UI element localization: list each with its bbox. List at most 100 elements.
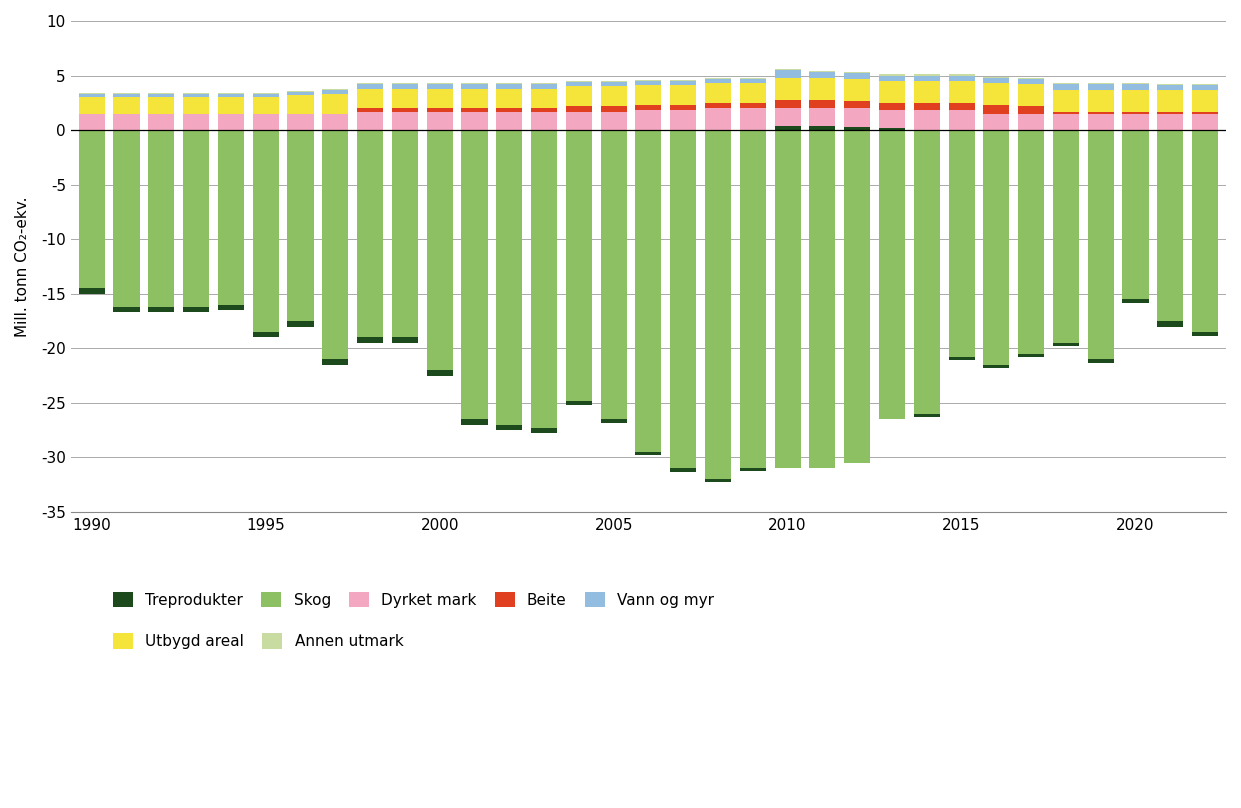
- Bar: [879, 74, 905, 76]
- Bar: [392, 338, 418, 343]
- Bar: [566, 81, 592, 82]
- Bar: [462, 83, 488, 84]
- Bar: [705, 83, 731, 103]
- Bar: [113, 130, 139, 307]
- Bar: [357, 89, 383, 108]
- Bar: [1087, 130, 1113, 360]
- Bar: [288, 114, 314, 130]
- Bar: [1158, 90, 1184, 112]
- Bar: [670, 105, 696, 111]
- Bar: [879, 81, 905, 103]
- Bar: [531, 112, 557, 130]
- Bar: [496, 112, 522, 130]
- Bar: [253, 94, 279, 98]
- Bar: [705, 479, 731, 482]
- Bar: [1193, 112, 1219, 114]
- Bar: [427, 108, 453, 112]
- Bar: [844, 130, 870, 463]
- Bar: [392, 130, 418, 338]
- Bar: [740, 108, 766, 130]
- Bar: [913, 76, 939, 81]
- Bar: [879, 111, 905, 130]
- Bar: [218, 114, 244, 130]
- Bar: [218, 98, 244, 114]
- Bar: [1052, 343, 1078, 346]
- Bar: [78, 114, 104, 130]
- Bar: [392, 112, 418, 130]
- Bar: [670, 469, 696, 472]
- Bar: [427, 112, 453, 130]
- Bar: [844, 101, 870, 108]
- Bar: [705, 108, 731, 130]
- Bar: [809, 72, 835, 78]
- Bar: [1193, 84, 1219, 86]
- Bar: [184, 93, 210, 94]
- Bar: [844, 79, 870, 101]
- Bar: [1052, 90, 1078, 112]
- Bar: [78, 94, 104, 98]
- Bar: [218, 93, 244, 94]
- Bar: [357, 130, 383, 338]
- Bar: [705, 78, 731, 79]
- Bar: [531, 130, 557, 428]
- Bar: [1018, 354, 1044, 357]
- Bar: [78, 98, 104, 114]
- Bar: [1158, 321, 1184, 326]
- Bar: [184, 114, 210, 130]
- Bar: [1087, 360, 1113, 363]
- Bar: [323, 94, 349, 114]
- Bar: [1123, 130, 1149, 299]
- Bar: [705, 103, 731, 108]
- Bar: [913, 74, 939, 76]
- Bar: [1158, 130, 1184, 321]
- Bar: [844, 74, 870, 79]
- Bar: [427, 83, 453, 84]
- Bar: [184, 98, 210, 114]
- Bar: [983, 364, 1009, 368]
- Bar: [1158, 114, 1184, 130]
- Bar: [218, 130, 244, 305]
- Bar: [670, 86, 696, 105]
- Bar: [844, 72, 870, 74]
- Bar: [566, 130, 592, 401]
- Bar: [948, 81, 974, 103]
- Bar: [1193, 86, 1219, 90]
- Bar: [357, 83, 383, 84]
- Bar: [148, 98, 174, 114]
- Bar: [392, 108, 418, 112]
- Bar: [184, 94, 210, 98]
- Bar: [78, 93, 104, 94]
- Bar: [148, 130, 174, 307]
- Legend: Utbygd areal, Annen utmark: Utbygd areal, Annen utmark: [113, 633, 403, 650]
- Bar: [948, 76, 974, 81]
- Bar: [913, 111, 939, 130]
- Bar: [635, 105, 661, 111]
- Bar: [113, 98, 139, 114]
- Bar: [983, 78, 1009, 83]
- Bar: [496, 89, 522, 108]
- Bar: [253, 114, 279, 130]
- Bar: [218, 305, 244, 310]
- Bar: [635, 130, 661, 452]
- Bar: [740, 83, 766, 103]
- Bar: [601, 82, 627, 86]
- Bar: [740, 103, 766, 108]
- Bar: [462, 89, 488, 108]
- Bar: [601, 130, 627, 419]
- Bar: [1018, 106, 1044, 114]
- Bar: [635, 86, 661, 105]
- Bar: [1052, 84, 1078, 90]
- Bar: [148, 94, 174, 98]
- Bar: [1193, 332, 1219, 336]
- Bar: [566, 86, 592, 106]
- Bar: [78, 288, 104, 294]
- Bar: [113, 93, 139, 94]
- Bar: [983, 130, 1009, 364]
- Bar: [357, 338, 383, 343]
- Y-axis label: Mill. tonn CO₂-ekv.: Mill. tonn CO₂-ekv.: [15, 196, 30, 337]
- Bar: [879, 76, 905, 81]
- Bar: [531, 84, 557, 89]
- Bar: [462, 84, 488, 89]
- Bar: [253, 98, 279, 114]
- Bar: [496, 84, 522, 89]
